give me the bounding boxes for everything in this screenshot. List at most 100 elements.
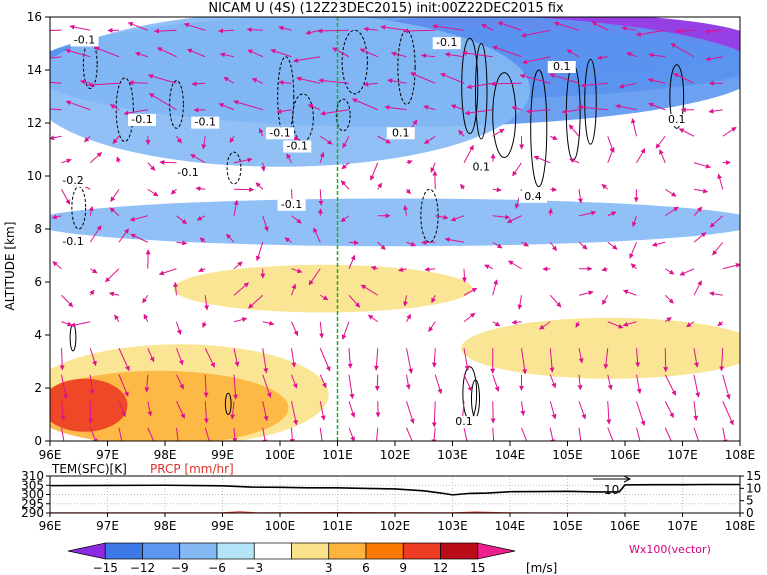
surface-x-tick-label-12: 108E — [725, 519, 756, 533]
contour-label-bg-5 — [283, 140, 312, 153]
wind-vector-379 — [591, 21, 608, 31]
surface-x-tick-label-10: 106E — [610, 519, 641, 533]
wind-vector-82 — [347, 348, 353, 369]
wind-vector-380 — [621, 25, 637, 31]
contour-label-bg-11 — [386, 127, 415, 140]
wind-vector-344 — [270, 48, 292, 58]
contour-label-bg-2 — [191, 116, 220, 129]
wind-vector-29 — [203, 401, 209, 424]
wind-vector-158 — [461, 268, 467, 283]
wind-vector-172 — [176, 240, 188, 246]
contour-label-bg-8 — [277, 198, 306, 211]
wind-vector-226 — [340, 180, 350, 190]
wind-vector-237 — [664, 188, 677, 197]
wind-vector-349 — [421, 53, 436, 59]
wind-vector-80 — [291, 348, 297, 368]
wind-vector-46 — [693, 401, 699, 421]
wind-vector-218 — [110, 188, 120, 202]
wind-vector-345 — [292, 56, 321, 63]
colorbar-cell-10 — [440, 542, 479, 560]
wind-vector-250 — [341, 162, 350, 170]
wind-vector-200 — [291, 215, 302, 224]
surface-panel: TEM(SFC)[K] PRCP [mm/hr] 310305300295290… — [21, 462, 761, 533]
colorbar-cell-11 — [477, 542, 516, 560]
wind-vector-381 — [635, 29, 666, 37]
colorbar-cell-5 — [253, 542, 292, 560]
wind-vector-23 — [722, 427, 728, 441]
wind-vector-9 — [319, 427, 323, 441]
wind-vector-305 — [526, 108, 551, 114]
wind-vector-357 — [648, 52, 666, 58]
contour-label-bg-1 — [128, 114, 156, 126]
wind-vector-13 — [431, 427, 437, 441]
wind-vector-131 — [360, 284, 379, 296]
wind-vector-44 — [636, 401, 646, 426]
wind-vector-63 — [492, 374, 500, 392]
wind-vector-6 — [232, 427, 238, 441]
wind-vector-212 — [631, 215, 637, 228]
wind-vector-66 — [577, 374, 583, 391]
colorbar-cell-7 — [328, 542, 367, 560]
wind-vector-244 — [159, 159, 177, 165]
wind-vector-32 — [291, 401, 298, 426]
wind-vector-127 — [248, 294, 264, 309]
wind-vector-107 — [367, 314, 379, 323]
wind-vector-377 — [520, 29, 551, 38]
wind-vector-143 — [709, 291, 723, 297]
wind-vector-306 — [561, 109, 580, 115]
wind-vector-176 — [284, 237, 292, 243]
wind-vector-54 — [233, 374, 238, 400]
wind-vector-179 — [377, 241, 386, 250]
wind-vector-220 — [170, 188, 177, 195]
wind-vector-328 — [490, 81, 522, 87]
colorbar: −15 −12 −9 −6 −3 3 6 9 12 15 — [67, 542, 516, 575]
main-y-tick-label-2: 4 — [34, 328, 42, 342]
wind-vector-95 — [719, 348, 725, 372]
wind-vector-146 — [105, 268, 120, 283]
contour-label-4: -0.1 — [269, 126, 290, 139]
wind-vector-374 — [432, 24, 465, 31]
wind-vector-145 — [89, 268, 98, 274]
wind-vector-266 — [112, 135, 120, 144]
wind-vector-141 — [664, 294, 674, 304]
wind-vector-299 — [351, 98, 378, 111]
wind-vector-171 — [130, 233, 148, 243]
wind-vector-186 — [578, 241, 588, 250]
wind-vector-364 — [154, 28, 177, 34]
contour-loop-3 — [226, 151, 242, 185]
wind-vector-247 — [260, 162, 266, 172]
main-y-tick-label-3: 6 — [34, 275, 42, 289]
wind-vector-55 — [262, 374, 272, 398]
main-x-tick-label-11: 107E — [667, 448, 698, 462]
wind-vector-318 — [223, 76, 235, 84]
wind-vector-68 — [636, 374, 642, 394]
main-x-tick-label-6: 102E — [380, 448, 411, 462]
wind-vector-163 — [601, 266, 608, 272]
shading-band-4 — [50, 198, 740, 247]
wind-vector-190 — [693, 232, 707, 243]
wind-vector-26 — [118, 401, 126, 418]
main-x-tick-label-3: 99E — [211, 448, 234, 462]
wind-vector-150 — [233, 261, 243, 270]
wind-vector-300 — [384, 104, 407, 111]
colorbar-label-8: 12 — [433, 561, 448, 575]
wind-vector-321 — [296, 76, 321, 84]
wind-vector-183 — [492, 241, 503, 249]
wind-vector-123 — [142, 294, 149, 304]
contour-label-14: 0.1 — [668, 113, 686, 126]
contour-label-bg-15 — [450, 416, 478, 429]
colorbar-label-4: −3 — [245, 561, 263, 575]
wind-vector-113 — [539, 321, 551, 330]
surface-left-tick-label-0: 310 — [21, 469, 44, 483]
wind-vector-211 — [607, 211, 617, 217]
wind-vector-187 — [607, 241, 618, 250]
wind-vector-196 — [176, 215, 188, 225]
wind-vector-251 — [369, 162, 379, 181]
wind-vector-47 — [722, 401, 734, 426]
wind-vector-129 — [319, 294, 329, 301]
wind-vector-298 — [320, 109, 350, 116]
reference-arrow-head — [623, 475, 632, 483]
wind-vector-30 — [230, 401, 236, 420]
surface-x-tick-label-9: 105E — [552, 519, 583, 533]
